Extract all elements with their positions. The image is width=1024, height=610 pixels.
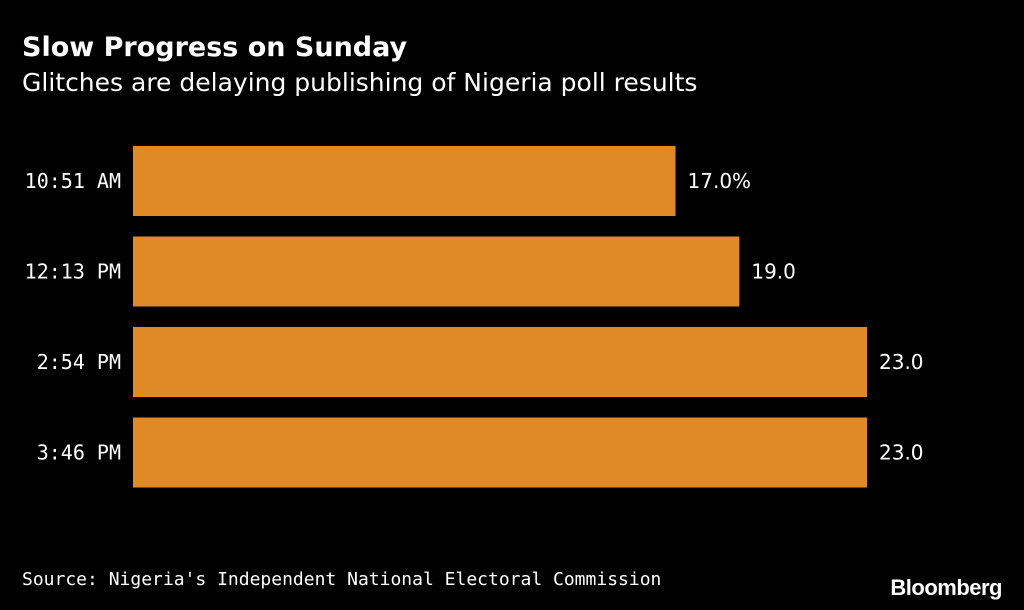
value-label-1: 19.0 [751, 260, 796, 284]
source-note: Source: Nigeria's Independent National E… [22, 569, 662, 590]
category-label-1: 12:13 PM [25, 260, 121, 284]
category-label-2: 2:54 PM [37, 350, 121, 374]
value-label-2: 23.0 [879, 350, 924, 374]
chart-title: Slow Progress on Sunday [22, 32, 408, 63]
value-label-0: 17.0% [688, 169, 752, 193]
bar-1 [133, 236, 740, 307]
bar-3 [133, 417, 867, 488]
bar-chart: 10:51 AM 17.0% 12:13 PM 19.0 2:54 PM 23.0 3:46… [25, 146, 924, 488]
category-label-3: 3:46 PM [37, 441, 121, 465]
chart-subtitle: Glitches are delaying publishing of Nige… [22, 68, 698, 97]
bar-2 [133, 327, 867, 397]
value-label-3: 23.0 [879, 441, 924, 465]
bloomberg-logo: Bloomberg [890, 575, 1002, 600]
bar-0 [133, 146, 676, 216]
category-label-0: 10:51 AM [25, 169, 121, 193]
